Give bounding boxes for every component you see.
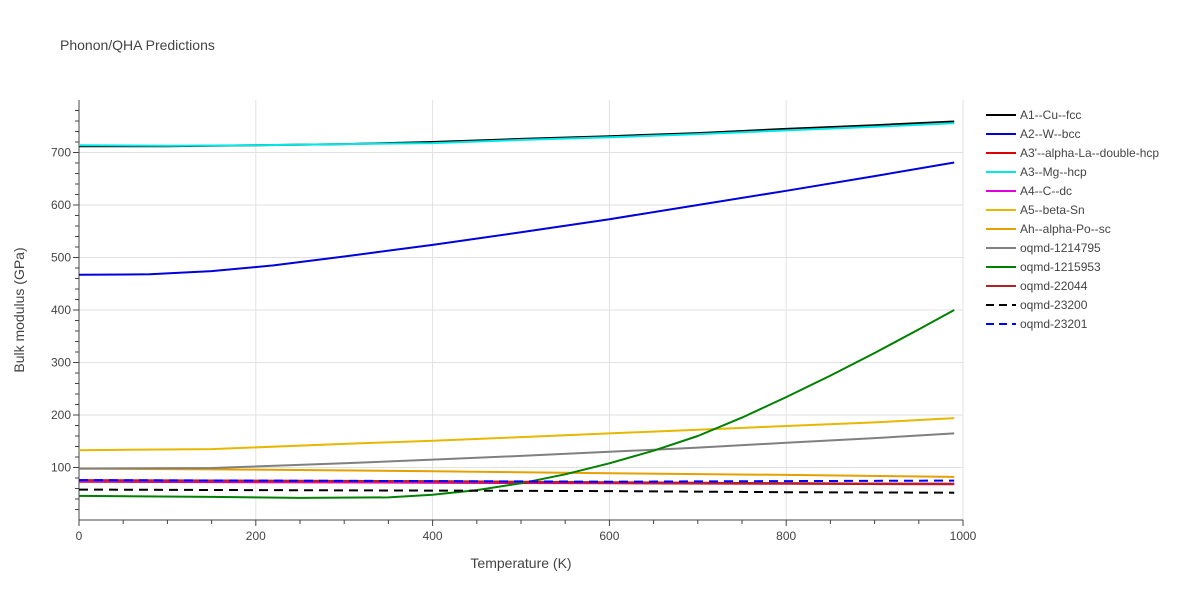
legend-item[interactable]: A5--beta-Sn [986,203,1085,217]
legend-label: A5--beta-Sn [1020,203,1085,217]
x-tick-label: 200 [246,529,266,543]
legend-label: oqmd-23200 [1020,298,1088,312]
legend-label: A3--Mg--hcp [1020,165,1087,179]
x-tick-label: 400 [423,529,443,543]
y-tick-label: 300 [51,356,71,370]
legend-item[interactable]: A3'--alpha-La--double-hcp [986,146,1159,160]
legend-item[interactable]: A2--W--bcc [986,127,1080,141]
legend-label: A2--W--bcc [1020,127,1080,141]
series-line-ah-alpha-po-sc [78,467,955,478]
legend-label: A1--Cu--fcc [1020,108,1081,122]
legend-label: oqmd-22044 [1020,279,1088,293]
series-line-a3-mg-hcp [78,122,955,147]
y-tick-label: 700 [51,146,71,160]
y-tick-label: 200 [51,408,71,422]
legend-item[interactable]: oqmd-23200 [986,298,1088,312]
legend-label: oqmd-1215953 [1020,260,1101,274]
legend-item[interactable]: A1--Cu--fcc [986,108,1081,122]
series-line-a2-w-bcc [78,161,955,276]
series-layer [78,120,955,499]
x-tick-label: 1000 [950,529,977,543]
x-tick-label: 800 [776,529,796,543]
series-line-oqmd-23200 [78,488,955,494]
legend-item[interactable]: A3--Mg--hcp [986,165,1087,179]
legend-item[interactable]: A4--C--dc [986,184,1072,198]
x-tick-label: 0 [76,529,83,543]
chart-title: Phonon/QHA Predictions [60,37,215,53]
x-axis-label: Temperature (K) [470,555,571,571]
series-line-oqmd-1214795 [78,432,955,470]
series-line-a1-cu-fcc [79,120,955,148]
legend-item[interactable]: oqmd-23201 [986,317,1088,331]
y-tick-label: 500 [51,251,71,265]
legend-item[interactable]: Ah--alpha-Po--sc [986,222,1111,236]
x-tick-label: 600 [599,529,619,543]
legend-item[interactable]: oqmd-1214795 [986,241,1101,255]
series-line-oqmd-23201 [78,479,955,483]
legend[interactable]: A1--Cu--fcc A2--W--bcc A3'--alpha-La--doub… [986,108,1159,331]
y-axis-label: Bulk modulus (GPa) [11,247,27,372]
y-tick-label: 600 [51,198,71,212]
y-tick-label: 100 [51,461,71,475]
legend-item[interactable]: oqmd-1215953 [986,260,1101,274]
legend-label: Ah--alpha-Po--sc [1020,222,1111,236]
legend-label: A4--C--dc [1020,184,1072,198]
axes-layer: 0 200 400 600 800 1000 100 200 300 400 500 600 700 [51,100,977,543]
legend-label: oqmd-1214795 [1020,241,1101,255]
series-line-a5-beta-sn [78,417,955,452]
legend-label: A3'--alpha-La--double-hcp [1020,146,1159,160]
y-tick-label: 400 [51,303,71,317]
legend-item[interactable]: oqmd-22044 [986,279,1088,293]
legend-label: oqmd-23201 [1020,317,1088,331]
grid-layer [79,100,964,520]
series-line-oqmd-1215953 [78,309,955,499]
